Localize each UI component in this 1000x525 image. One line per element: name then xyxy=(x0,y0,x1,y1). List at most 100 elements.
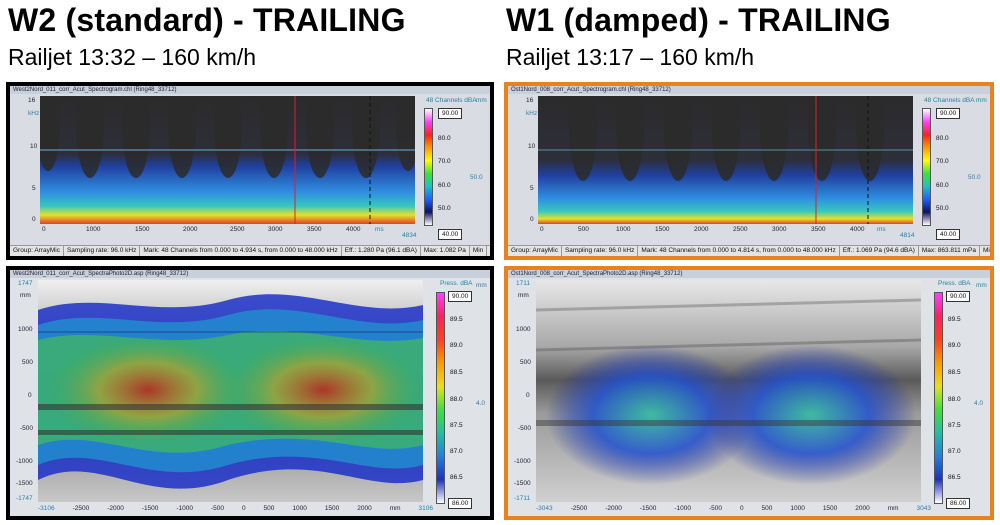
left-spec-y-10: 10 xyxy=(30,143,38,150)
left-spec-side-value: 50.0 xyxy=(470,174,483,181)
left-spec-cb-min[interactable]: 40.00 xyxy=(438,229,463,240)
right-spec-y-5: 5 xyxy=(530,185,534,192)
right-spectrogram-titlebar[interactable]: Ost1Nord_008_corr_Acut_Spectrogram.chl (… xyxy=(508,86,990,94)
right-spectrogram-image xyxy=(538,96,913,224)
left-spec-colorbar xyxy=(424,108,433,226)
left-photo-y-top: 1747 xyxy=(18,280,33,287)
right-spec-colorbar xyxy=(922,108,931,226)
right-photo-y-m500: -500 xyxy=(518,425,532,432)
status-min: Min xyxy=(980,246,990,256)
left-spec-cb-60: 60.0 xyxy=(438,182,451,189)
left-spec-cb-70: 70.0 xyxy=(438,158,451,165)
right-spec-cb-80: 80.0 xyxy=(936,135,949,142)
left-spec-x-4000: 4000 xyxy=(346,226,361,233)
status-mark: Mark: 48 Channels from 0.000 to 4.934 s,… xyxy=(140,246,342,256)
right-spec-statusbar: Group: ArrayMic Sampling rate: 96.0 kHz … xyxy=(508,245,990,256)
right-spectrogram-window: Ost1Nord_008_corr_Acut_Spectrogram.chl (… xyxy=(508,86,990,256)
left-photo-side-value: 4.0 xyxy=(476,400,486,407)
left-spec-x-2000: 2000 xyxy=(183,226,198,233)
right-photo-cb-865: 86.5 xyxy=(948,474,961,481)
right-photo-cb-max[interactable]: 90.00 xyxy=(946,291,971,302)
right-spec-x-3000: 3000 xyxy=(772,226,787,233)
x-tick: -3043 xyxy=(536,505,553,512)
x-tick: -1500 xyxy=(639,505,657,512)
left-photo-cb-min[interactable]: 86.00 xyxy=(448,498,473,509)
right-acoustic-photo xyxy=(536,280,921,502)
left-photo-y-unit: mm xyxy=(20,292,31,299)
right-spectrogram-plot[interactable] xyxy=(538,96,913,224)
right-spec-cb-max[interactable]: 90.00 xyxy=(936,108,961,119)
left-photo-x-axis: -3106 -2500 -2000 -1500 -1000 -500 0 500… xyxy=(38,505,433,512)
right-photo-side-value: 4.0 xyxy=(974,400,984,407)
right-spec-cb-50: 50.0 xyxy=(936,205,949,212)
right-spec-x-1500: 1500 xyxy=(655,226,670,233)
x-tick: mm xyxy=(389,505,401,512)
left-spec-unit-label: mm xyxy=(476,97,487,104)
right-photo-plot[interactable] xyxy=(536,280,921,502)
x-tick: 1500 xyxy=(822,505,838,512)
right-spec-cb-min[interactable]: 40.00 xyxy=(936,229,961,240)
left-photo-plot[interactable] xyxy=(38,280,423,502)
right-photo-x-axis: -3043 -2500 -2000 -1500 -1000 -500 0 500… xyxy=(536,505,931,512)
x-tick: 500 xyxy=(263,505,275,512)
status-group: Group: ArrayMic xyxy=(10,246,64,256)
right-photo-cb-870: 87.0 xyxy=(948,448,961,455)
left-spec-channels-label: 48 Channels dBA xyxy=(426,97,477,104)
right-photo-frame: Ost1Nord_008_corr_Acut_SpectraPhoto2D.as… xyxy=(504,266,994,520)
left-spectrogram-plot[interactable] xyxy=(40,96,415,224)
x-tick: 0 xyxy=(241,505,246,512)
left-spec-statusbar: Group: ArrayMic Sampling rate: 96.0 kHz … xyxy=(10,245,490,256)
x-tick: -1500 xyxy=(141,505,159,512)
right-photo-y-bottom: -1711 xyxy=(514,495,531,502)
x-tick: -3106 xyxy=(38,505,55,512)
left-title: W2 (standard) - TRAILING xyxy=(8,2,406,38)
left-subtitle: Railjet 13:32 – 160 km/h xyxy=(8,44,257,70)
right-photo-y-m1000: -1000 xyxy=(514,458,531,465)
right-photo-titlebar[interactable]: Ost1Nord_008_corr_Acut_SpectraPhoto2D.as… xyxy=(508,270,990,278)
left-spec-y-5: 5 xyxy=(32,185,36,192)
right-photo-y-m1500: -1500 xyxy=(514,480,531,487)
left-photo-y-m1000: -1000 xyxy=(16,458,33,465)
right-spec-x-unit: ms xyxy=(877,226,886,233)
left-spec-y-unit: kHz xyxy=(28,110,40,117)
left-photo-y-0: 0 xyxy=(28,392,32,399)
left-spec-y-0: 0 xyxy=(32,216,36,223)
right-spec-x-2500: 2500 xyxy=(733,226,748,233)
x-tick: 3043 xyxy=(916,505,931,512)
left-spectrogram-frame: West2Nord_011_corr_Acut_Spectrogram.chl … xyxy=(6,82,494,260)
right-photo-cb-895: 89.5 xyxy=(948,316,961,323)
x-tick: 1500 xyxy=(324,505,340,512)
left-photo-cb-880: 88.0 xyxy=(450,396,463,403)
right-spec-cb-60: 60.0 xyxy=(936,182,949,189)
left-photo-cb-890: 89.0 xyxy=(450,342,463,349)
status-eff: Eff.: 1.280 Pa (96.1 dBA) xyxy=(342,246,421,256)
status-min: Min xyxy=(470,246,488,256)
left-photo-colorbar xyxy=(436,292,445,504)
left-spec-x-end: 4834 xyxy=(402,232,417,239)
x-tick: -2500 xyxy=(72,505,90,512)
left-spec-cb-max[interactable]: 90.00 xyxy=(438,108,463,119)
left-spectrogram-titlebar[interactable]: West2Nord_011_corr_Acut_Spectrogram.chl … xyxy=(10,86,490,94)
x-tick: -1000 xyxy=(674,505,691,512)
right-title: W1 (damped) - TRAILING xyxy=(506,2,891,38)
left-photo-titlebar[interactable]: West2Nord_011_corr_Acut_SpectraPhoto2D.a… xyxy=(10,270,490,278)
left-spec-y-top: 16 xyxy=(28,97,36,104)
right-spec-x-4000: 4000 xyxy=(850,226,865,233)
left-photo-cb-870: 87.0 xyxy=(450,448,463,455)
left-photo-cb-title: Press. dBA xyxy=(440,280,473,287)
right-photo-cb-min[interactable]: 86.00 xyxy=(946,498,971,509)
left-photo-cb-max[interactable]: 90.00 xyxy=(448,291,473,302)
left-photo-window: West2Nord_011_corr_Acut_SpectraPhoto2D.a… xyxy=(10,270,490,516)
right-spec-cb-70: 70.0 xyxy=(936,158,949,165)
status-mark: Mark: 48 Channels from 0.000 to 4.814 s,… xyxy=(638,246,840,256)
right-spec-x-0: 0 xyxy=(540,226,544,233)
status-max: Max: 1.082 Pa xyxy=(421,246,470,256)
x-tick: 2000 xyxy=(357,505,372,512)
x-tick: -500 xyxy=(210,505,224,512)
right-spec-channels-label: 48 Channels dBA xyxy=(924,97,975,104)
x-tick: -1000 xyxy=(176,505,193,512)
status-max: Max: 863.811 mPa xyxy=(919,246,980,256)
x-tick: 1000 xyxy=(790,505,805,512)
left-spec-x-2500: 2500 xyxy=(230,226,245,233)
right-photo-cb-title: Press. dBA xyxy=(938,280,971,287)
